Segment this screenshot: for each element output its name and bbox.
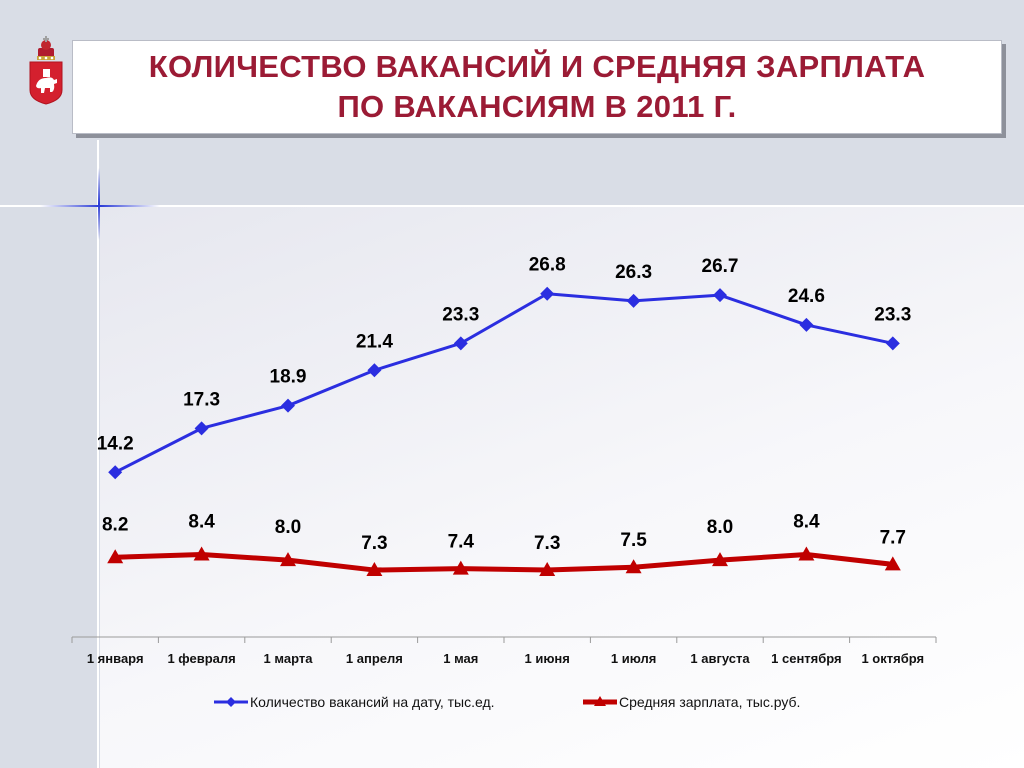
salary-data-label: 8.0 bbox=[707, 517, 733, 538]
vacancies-data-label: 14.2 bbox=[97, 433, 134, 454]
vacancies-data-label: 18.9 bbox=[270, 367, 307, 388]
vacancies-point bbox=[799, 317, 814, 332]
legend-label-salary: Средняя зарплата, тыс.руб. bbox=[619, 694, 801, 710]
chart-legend: Количество вакансий на дату, тыс.ед. Сре… bbox=[0, 693, 1024, 717]
sparkle-horizontal bbox=[40, 205, 160, 207]
divider-vertical bbox=[97, 140, 99, 768]
vacancies-point bbox=[540, 286, 555, 301]
x-tick-label: 1 января bbox=[87, 651, 144, 666]
x-tick-label: 1 февраля bbox=[167, 651, 235, 666]
vacancies-data-label: 26.8 bbox=[529, 255, 566, 276]
title-line-1: КОЛИЧЕСТВО ВАКАНСИЙ И СРЕДНЯЯ ЗАРПЛАТА bbox=[148, 49, 926, 84]
vacancies-data-label: 26.3 bbox=[615, 262, 652, 283]
vacancies-point bbox=[713, 288, 727, 303]
salary-point bbox=[884, 556, 901, 571]
x-tick-label: 1 июля bbox=[611, 651, 656, 666]
vacancies-data-label: 21.4 bbox=[356, 331, 393, 352]
vacancies-data-label: 23.3 bbox=[874, 304, 911, 325]
left-band bbox=[0, 207, 100, 768]
divider-horizontal bbox=[0, 205, 1024, 207]
vacancies-point bbox=[885, 336, 900, 351]
salary-data-label: 8.2 bbox=[102, 514, 128, 535]
slide-title: КОЛИЧЕСТВО ВАКАНСИЙ И СРЕДНЯЯ ЗАРПЛАТА П… bbox=[72, 40, 1002, 134]
perm-krai-coat-of-arms-icon bbox=[26, 36, 66, 106]
vacancies-point bbox=[194, 421, 209, 436]
x-tick-label: 1 мая bbox=[443, 651, 478, 666]
x-tick-label: 1 апреля bbox=[346, 651, 403, 666]
x-tick-label: 1 августа bbox=[690, 651, 750, 666]
salary-data-label: 7.3 bbox=[534, 533, 560, 554]
legend-swatch-salary bbox=[583, 696, 617, 706]
salary-data-label: 8.0 bbox=[275, 517, 301, 538]
salary-point bbox=[798, 546, 815, 561]
salary-point bbox=[625, 559, 642, 574]
x-tick-label: 1 октября bbox=[861, 651, 924, 666]
salary-data-label: 8.4 bbox=[793, 511, 820, 532]
salary-data-label: 7.5 bbox=[620, 530, 647, 551]
legend-item-salary: Средняя зарплата, тыс.руб. bbox=[583, 693, 800, 711]
vacancies-data-label: 26.7 bbox=[702, 256, 739, 277]
legend-label-vacancies: Количество вакансий на дату, тыс.ед. bbox=[250, 694, 495, 710]
salary-point bbox=[280, 552, 296, 567]
legend-item-vacancies: Количество вакансий на дату, тыс.ед. bbox=[214, 693, 495, 711]
chart-background bbox=[100, 207, 1024, 768]
x-tick-label: 1 сентября bbox=[771, 651, 842, 666]
vacancies-series-line bbox=[113, 292, 895, 474]
salary-data-label: 8.4 bbox=[188, 511, 215, 532]
vacancies-point bbox=[453, 336, 468, 351]
x-tick-label: 1 июня bbox=[525, 651, 570, 666]
vacancies-data-label: 17.3 bbox=[183, 389, 220, 410]
salary-point bbox=[452, 560, 469, 575]
salary-point bbox=[193, 546, 210, 561]
x-tick-label: 1 марта bbox=[264, 651, 314, 666]
salary-point bbox=[539, 562, 556, 577]
salary-data-label: 7.3 bbox=[361, 533, 387, 554]
vacancies-point bbox=[281, 398, 295, 413]
legend-swatch-vacancies bbox=[214, 697, 248, 707]
vacancies-point bbox=[367, 363, 382, 378]
salary-series-line bbox=[112, 551, 896, 573]
salary-point bbox=[107, 549, 124, 564]
salary-point bbox=[712, 552, 728, 567]
vacancies-point bbox=[626, 293, 641, 308]
salary-data-label: 7.4 bbox=[448, 532, 475, 553]
vacancies-point bbox=[108, 465, 123, 480]
salary-point bbox=[366, 562, 383, 577]
title-line-2: ПО ВАКАНСИЯМ В 2011 Г. bbox=[337, 89, 737, 124]
salary-data-label: 7.7 bbox=[880, 527, 906, 548]
vacancies-data-label: 23.3 bbox=[442, 304, 479, 325]
sparkle-vertical bbox=[98, 168, 100, 240]
vacancies-data-label: 24.6 bbox=[788, 286, 825, 307]
